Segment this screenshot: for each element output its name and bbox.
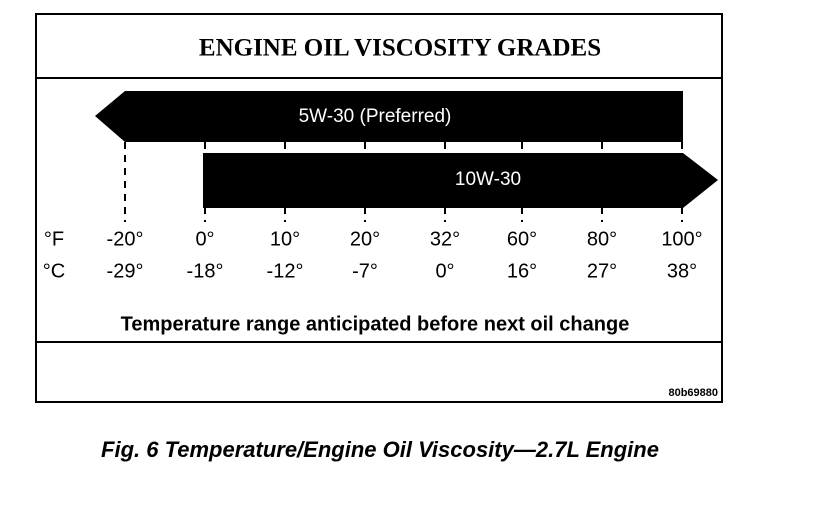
fahrenheit-label: 100° — [661, 228, 702, 250]
range-note: Temperature range anticipated before nex… — [121, 313, 630, 335]
figure: ENGINE OIL VISCOSITY GRADES 5W-30 (Prefe… — [35, 13, 723, 403]
fahrenheit-label: 80° — [587, 228, 617, 250]
frame — [35, 13, 723, 403]
figure-id: 80b69880 — [668, 387, 718, 399]
celsius-label: -12° — [267, 260, 304, 282]
fahrenheit-label: 0° — [195, 228, 214, 250]
fahrenheit-label: 20° — [350, 228, 380, 250]
celsius-label: 27° — [587, 260, 617, 282]
celsius-label: 16° — [507, 260, 537, 282]
grade-arrow — [95, 91, 683, 142]
grade-label: 10W-30 — [455, 169, 521, 190]
fahrenheit-label: 32° — [430, 228, 460, 250]
celsius-label: -18° — [187, 260, 224, 282]
unit-label: °F — [44, 228, 64, 250]
celsius-label: -29° — [107, 260, 144, 282]
caption: Fig. 6 Temperature/Engine Oil Viscosity—… — [101, 437, 659, 462]
scale-ticks: -20° -29° 0° -18° 10° -12° 20° -7° 32° 0° 60° 16° 80… — [107, 142, 703, 282]
fahrenheit-label: 10° — [270, 228, 300, 250]
unit-label: °C — [43, 260, 65, 282]
title: ENGINE OIL VISCOSITY GRADES — [199, 35, 601, 62]
celsius-label: 0° — [435, 260, 454, 282]
fahrenheit-label: -20° — [107, 228, 144, 250]
fahrenheit-label: 60° — [507, 228, 537, 250]
celsius-label: 38° — [667, 260, 697, 282]
celsius-label: -7° — [352, 260, 378, 282]
grade-arrow — [203, 153, 718, 208]
grade-label: 5W-30 (Preferred) — [299, 106, 452, 127]
